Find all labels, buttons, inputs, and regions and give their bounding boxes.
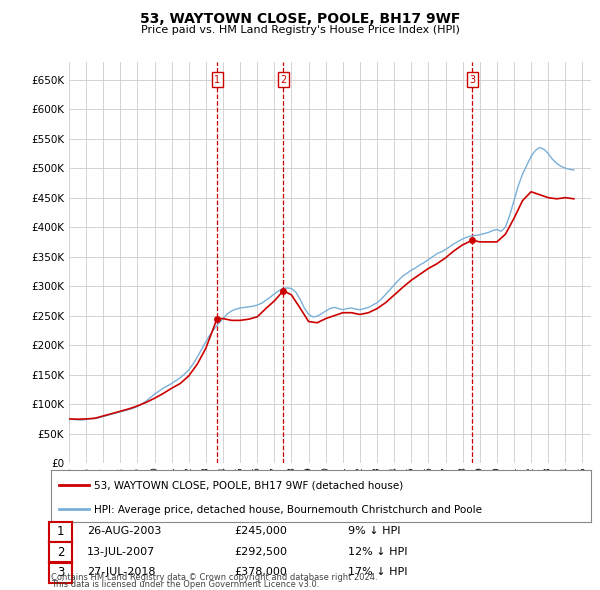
Text: £245,000: £245,000	[234, 526, 287, 536]
Text: 27-JUL-2018: 27-JUL-2018	[87, 568, 155, 577]
Text: £292,500: £292,500	[234, 547, 287, 556]
Text: 2: 2	[280, 75, 287, 84]
Text: 3: 3	[469, 75, 475, 84]
Text: 2: 2	[57, 546, 64, 559]
Text: This data is licensed under the Open Government Licence v3.0.: This data is licensed under the Open Gov…	[51, 581, 319, 589]
Text: Contains HM Land Registry data © Crown copyright and database right 2024.: Contains HM Land Registry data © Crown c…	[51, 573, 377, 582]
Text: 13-JUL-2007: 13-JUL-2007	[87, 547, 155, 556]
Text: 3: 3	[57, 566, 64, 579]
Text: 26-AUG-2003: 26-AUG-2003	[87, 526, 161, 536]
Text: 17% ↓ HPI: 17% ↓ HPI	[348, 568, 407, 577]
Text: 53, WAYTOWN CLOSE, POOLE, BH17 9WF (detached house): 53, WAYTOWN CLOSE, POOLE, BH17 9WF (deta…	[94, 481, 403, 491]
Text: £378,000: £378,000	[234, 568, 287, 577]
Text: 1: 1	[214, 75, 220, 84]
Text: 1: 1	[57, 525, 64, 538]
Text: Price paid vs. HM Land Registry's House Price Index (HPI): Price paid vs. HM Land Registry's House …	[140, 25, 460, 35]
Text: 53, WAYTOWN CLOSE, POOLE, BH17 9WF: 53, WAYTOWN CLOSE, POOLE, BH17 9WF	[140, 12, 460, 26]
Text: 9% ↓ HPI: 9% ↓ HPI	[348, 526, 401, 536]
Text: 12% ↓ HPI: 12% ↓ HPI	[348, 547, 407, 556]
Text: HPI: Average price, detached house, Bournemouth Christchurch and Poole: HPI: Average price, detached house, Bour…	[94, 505, 482, 515]
